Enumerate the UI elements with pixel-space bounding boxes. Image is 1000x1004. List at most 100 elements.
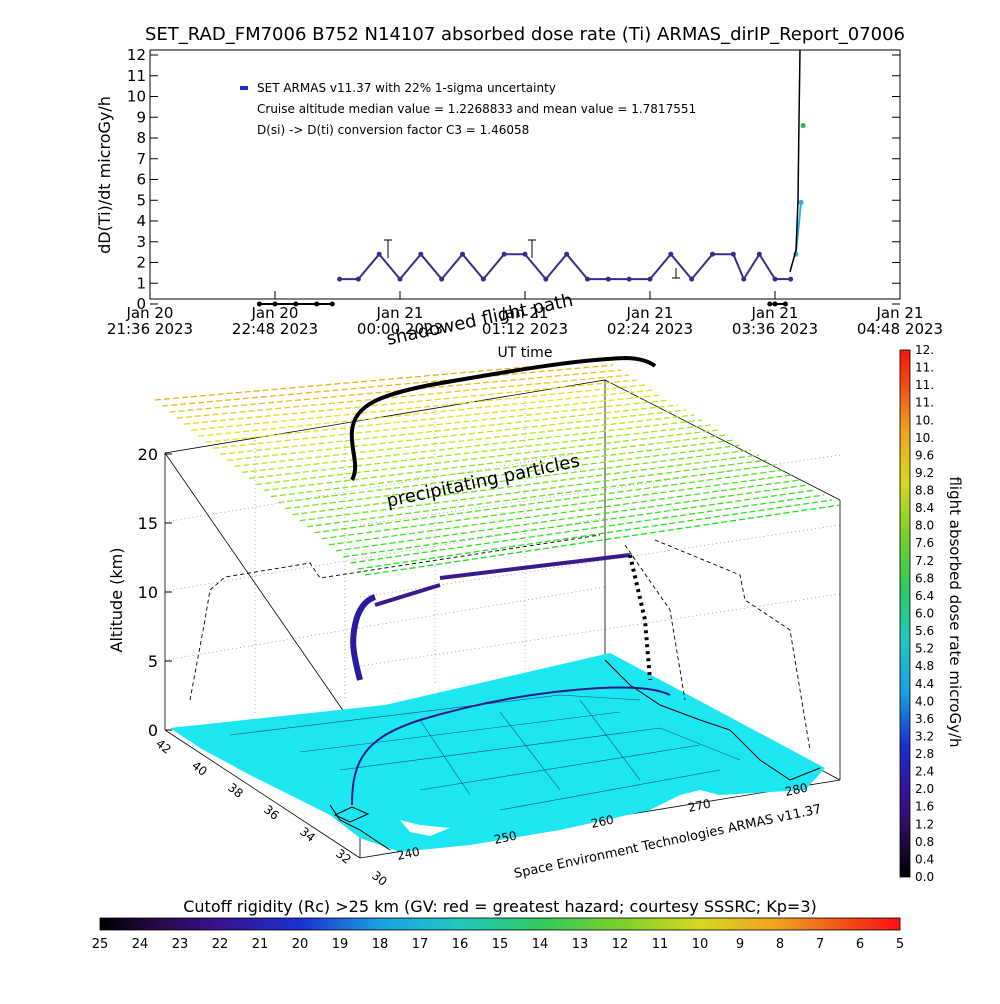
precip-sheet-line: [154, 359, 606, 401]
series-segment: [357, 253, 380, 280]
precip-sheet-line: [299, 459, 768, 522]
lon-tick-label: 270: [687, 796, 712, 814]
legend-marker: [240, 86, 248, 90]
y-tick-label: 0: [136, 295, 146, 313]
precip-sheet-line: [176, 374, 630, 419]
precip-sheet-line: [350, 494, 824, 564]
data-point: [798, 199, 804, 205]
x-tick-day: Jan 21: [376, 304, 424, 322]
dose-colorbar-tick: 11.: [915, 378, 934, 392]
series-segment: [524, 253, 547, 280]
dose-colorbar-tick: 4.4: [915, 677, 934, 691]
data-point: [788, 276, 794, 282]
dose-colorbar-tick: 3.2: [915, 729, 934, 743]
cutoff-colorbar-tick: 15: [492, 937, 509, 952]
data-point: [800, 123, 806, 129]
precipitating-particles-sheet: [154, 359, 841, 576]
x-tick-time: 21:36 2023: [107, 320, 193, 338]
precip-sheet-line: [328, 479, 800, 546]
y-tick-label: 2: [136, 254, 146, 272]
dose-colorbar-tick: 1.2: [915, 817, 934, 831]
dose-colorbar-tick: 8.0: [915, 519, 934, 533]
top-y-axis-label: dD(Ti)/dt microGy/h: [95, 96, 114, 254]
x-tick-time: 22:48 2023: [232, 320, 318, 338]
cutoff-colorbar-tick: 20: [292, 937, 309, 952]
dose-colorbar-tick: 12.: [915, 343, 934, 357]
precip-sheet-line: [292, 454, 760, 516]
dose-colorbar-tick: 1.6: [915, 800, 934, 814]
precip-sheet-line: [241, 419, 703, 474]
cutoff-colorbar-tick: 22: [212, 937, 229, 952]
series-segment: [482, 253, 505, 280]
precip-sheet-line: [162, 364, 614, 407]
series-segment: [545, 253, 568, 280]
dose-colorbar-tick: 8.4: [915, 501, 934, 515]
x-tick-time: 02:24 2023: [607, 320, 693, 338]
precip-sheet-line: [263, 434, 727, 492]
cutoff-colorbar-tick: 21: [252, 937, 269, 952]
precip-sheet-line: [357, 499, 832, 570]
precip-sheet-line: [335, 484, 808, 552]
dose-colorbar-tick: 0.4: [915, 852, 934, 866]
cutoff-colorbar-ticks: 25 24 23 22 21 20 19 18 17 16 15 14 13 12 11 10 9 8 7 6 5: [92, 937, 904, 952]
cutoff-colorbar-tick: 17: [412, 937, 429, 952]
series-segment: [461, 253, 485, 280]
lon-tick-label: 250: [493, 828, 518, 846]
dose-colorbar-tick: 2.4: [915, 765, 934, 779]
diamond-marker: [333, 806, 370, 823]
x-tick-day: Jan 20: [251, 304, 299, 322]
cutoff-colorbar-tick: 6: [856, 937, 864, 952]
x-tick-day: Jan 21: [876, 304, 924, 322]
dose-colorbar-tick: 2.8: [915, 747, 934, 761]
dose-colorbar-tick: 6.0: [915, 607, 934, 621]
series-segment: [732, 253, 745, 280]
series-segment: [399, 253, 422, 280]
cutoff-colorbar-tick: 13: [572, 937, 589, 952]
y-tick-label: 1: [136, 274, 146, 292]
precip-sheet-line: [169, 369, 622, 413]
error-bars: [384, 239, 680, 279]
cutoff-colorbar-tick: 16: [452, 937, 469, 952]
dose-colorbar-tick: 11.: [915, 361, 934, 375]
dose-colorbar-tick: 7.6: [915, 536, 934, 550]
cutoff-colorbar-tick: 23: [172, 937, 189, 952]
series-segment: [565, 253, 589, 280]
dose-colorbar-tick: 6.4: [915, 589, 934, 603]
series-segment: [420, 253, 443, 280]
cutoff-colorbar-tick: 18: [372, 937, 389, 952]
y-tick-label: 3: [136, 233, 146, 251]
y-tick-label: 7: [136, 150, 146, 168]
chart-title: SET_RAD_FM7006 B752 N14107 absorbed dose…: [145, 24, 905, 45]
cutoff-colorbar-tick: 9: [736, 937, 744, 952]
y-tick-label: 5: [136, 191, 146, 209]
shadowed-flight-path: [349, 355, 657, 481]
series-segment: [440, 253, 464, 280]
dose-colorbar-tick: 8.8: [915, 484, 934, 498]
x-tick-day: Jan 20: [126, 304, 174, 322]
cutoff-colorbar: [99, 917, 901, 931]
x-tick-day: Jan 21: [626, 304, 674, 322]
cutoff-colorbar-tick: 19: [332, 937, 349, 952]
precip-sheet-line: [234, 414, 695, 468]
box-grid: [164, 393, 841, 715]
x-tick-day: Jan 21: [751, 304, 799, 322]
precip-sheet-line: [364, 504, 841, 576]
x-tick-time: 04:48 2023: [857, 320, 943, 338]
dose-colorbar-tick: 0.0: [915, 870, 934, 884]
annotation-version: SET ARMAS v11.37 with 22% 1-sigma uncert…: [257, 81, 556, 95]
precip-sheet-line: [227, 409, 687, 461]
lat-tick-label: 30: [369, 868, 390, 888]
lat-tick-label: 38: [225, 780, 246, 800]
z-tick-label: 20: [138, 445, 158, 464]
longitude-ticks: 240 250 260 270 280: [396, 780, 809, 862]
series-segment: [690, 253, 714, 280]
cutoff-colorbar-tick: 14: [532, 937, 549, 952]
series-segment: [742, 253, 761, 280]
lat-tick-label: 36: [261, 802, 282, 822]
x-tick-day: Jan 21: [501, 304, 549, 322]
precip-sheet-line: [256, 429, 719, 486]
annotation-median: Cruise altitude median value = 1.2268833…: [257, 102, 696, 116]
